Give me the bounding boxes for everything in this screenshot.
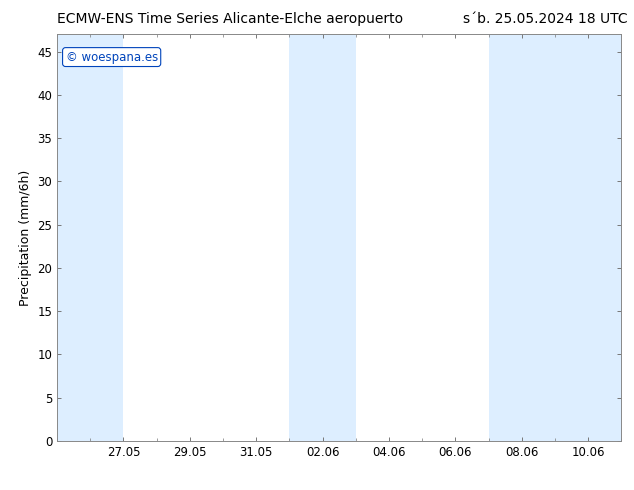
Bar: [489, 34, 621, 441]
Y-axis label: Precipitation (mm/6h): Precipitation (mm/6h): [19, 170, 32, 306]
Text: s´b. 25.05.2024 18 UTC: s´b. 25.05.2024 18 UTC: [463, 12, 628, 26]
Text: ECMW-ENS Time Series Alicante-Elche aeropuerto: ECMW-ENS Time Series Alicante-Elche aero…: [57, 12, 403, 26]
Bar: [289, 34, 356, 441]
Bar: [57, 34, 124, 441]
Text: © woespana.es: © woespana.es: [65, 50, 158, 64]
